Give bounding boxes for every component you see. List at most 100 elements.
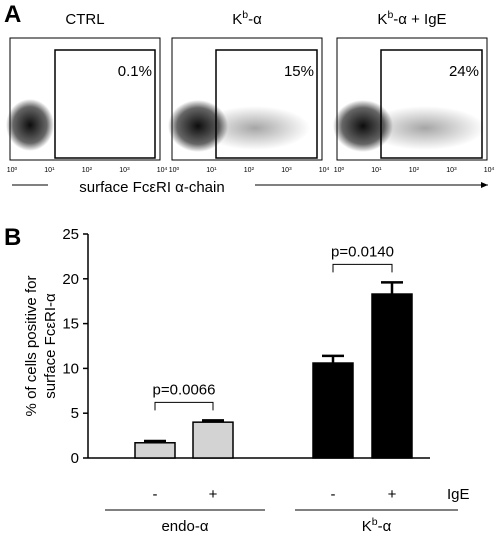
x-tick-label-part: 10 (44, 167, 52, 174)
panel-label: A (4, 1, 21, 28)
y-axis-label: surface FcεRI-α (42, 293, 59, 399)
x-tick-label-part: 10 (319, 167, 327, 174)
gate-percent: 24% (449, 63, 479, 80)
x-tick-label-sup: 0 (342, 166, 345, 172)
x-tick-label-sup: 3 (127, 166, 130, 172)
plot-frame (9, 37, 161, 161)
p-value: p=0.0066 (153, 381, 216, 398)
x-tick-label-part: 10 (371, 167, 379, 174)
x-tick-label-sup: 4 (327, 166, 330, 172)
x-tick-label: 104 (157, 166, 168, 175)
x-tick-label-part: 10 (244, 167, 252, 174)
x-factor-label: IgE (447, 486, 470, 503)
x-tick-label-part: 10 (169, 167, 177, 174)
plot-title: Kb-α + IgE (377, 9, 446, 28)
y-tick-label: 15 (62, 316, 79, 333)
x-tick-label: 102 (409, 166, 420, 175)
plot-title-sup: b (387, 9, 393, 21)
x-tick-label: + (388, 486, 397, 503)
x-tick-label: 102 (82, 166, 93, 175)
x-tick-label: 101 (206, 166, 217, 175)
cell-cloud (200, 106, 310, 150)
x-tick-label-part: 10 (281, 167, 289, 174)
error-bar (322, 354, 344, 364)
significance-bracket (332, 263, 393, 273)
group-label-part: K (362, 518, 372, 535)
x-tick-label: - (153, 486, 158, 503)
x-tick-label: 102 (244, 166, 255, 175)
y-axis-label: % of cells positive for (23, 276, 40, 417)
x-tick-label-part: 10 (446, 167, 454, 174)
x-tick-label-part: 10 (7, 167, 15, 174)
bar (371, 293, 413, 459)
x-tick-label-sup: 4 (492, 166, 495, 172)
x-tick-label-sup: 1 (52, 166, 55, 172)
bar (134, 442, 176, 459)
y-tick-label: 0 (71, 450, 79, 467)
bar (192, 421, 234, 459)
x-tick-label-sup: 1 (379, 166, 382, 172)
error-bar (202, 419, 224, 423)
x-tick-label-sup: 4 (165, 166, 168, 172)
plot-title-part: CTRL (65, 11, 104, 28)
y-tick-label: 10 (62, 360, 79, 377)
significance-bracket (154, 401, 214, 411)
x-tick-label-sup: 2 (90, 166, 93, 172)
x-tick-label-part: 10 (409, 167, 417, 174)
p-value: p=0.0140 (331, 243, 394, 260)
gate (380, 49, 483, 159)
x-tick-label-part: 10 (157, 167, 165, 174)
bar (312, 362, 354, 459)
plot-title-part: K (377, 11, 387, 28)
x-tick-label-sup: 2 (252, 166, 255, 172)
x-tick-label-sup: 1 (214, 166, 217, 172)
x-tick-label-part: 10 (206, 167, 214, 174)
x-tick-label: 100 (169, 166, 180, 175)
gate-percent: 15% (284, 63, 314, 80)
x-tick-label-part: 10 (119, 167, 127, 174)
gate (54, 49, 156, 159)
x-tick-label: 103 (446, 166, 457, 175)
x-tick-label-part: 10 (82, 167, 90, 174)
gate-percent: 0.1% (118, 63, 152, 80)
x-tick-label: - (331, 486, 336, 503)
plot-title-part: -α (248, 11, 262, 28)
x-tick-label: 100 (7, 166, 18, 175)
plot-title: Kb-α (232, 9, 262, 28)
x-tick-label: 101 (371, 166, 382, 175)
plot-title: CTRL (65, 11, 104, 28)
cell-cloud (365, 106, 485, 150)
plot-title-sup: b (242, 9, 248, 21)
flow-plots (6, 37, 488, 188)
x-tick-label: 104 (484, 166, 495, 175)
plot-title-part: K (232, 11, 242, 28)
x-tick-label: 103 (281, 166, 292, 175)
x-tick-label: 103 (119, 166, 130, 175)
group-label-sup: b (372, 516, 378, 528)
error-bar (381, 281, 403, 295)
plot-frame (171, 37, 323, 161)
y-tick-label: 5 (71, 405, 79, 422)
x-axis-label: surface FcεRI α-chain (79, 179, 224, 196)
x-tick-label-sup: 0 (177, 166, 180, 172)
plot-title-part: -α + IgE (393, 11, 446, 28)
x-tick-label: 101 (44, 166, 55, 175)
y-tick-label: 20 (62, 271, 79, 288)
x-tick-label-part: 10 (484, 167, 492, 174)
x-tick-label: + (209, 486, 218, 503)
group-label-part: endo-α (161, 518, 208, 535)
plot-frame (336, 37, 488, 161)
x-tick-label-sup: 2 (417, 166, 420, 172)
y-tick-label: 25 (62, 226, 79, 243)
x-tick-label: 100 (334, 166, 345, 175)
cell-cloud (6, 99, 54, 151)
group-label-part: -α (378, 518, 392, 535)
group-label: endo-α (161, 518, 208, 535)
x-tick-label-sup: 3 (454, 166, 457, 172)
x-tick-label-part: 10 (334, 167, 342, 174)
x-tick-label-sup: 0 (15, 166, 18, 172)
panel-label: B (4, 224, 21, 251)
x-tick-label-sup: 3 (289, 166, 292, 172)
x-tick-label: 104 (319, 166, 330, 175)
